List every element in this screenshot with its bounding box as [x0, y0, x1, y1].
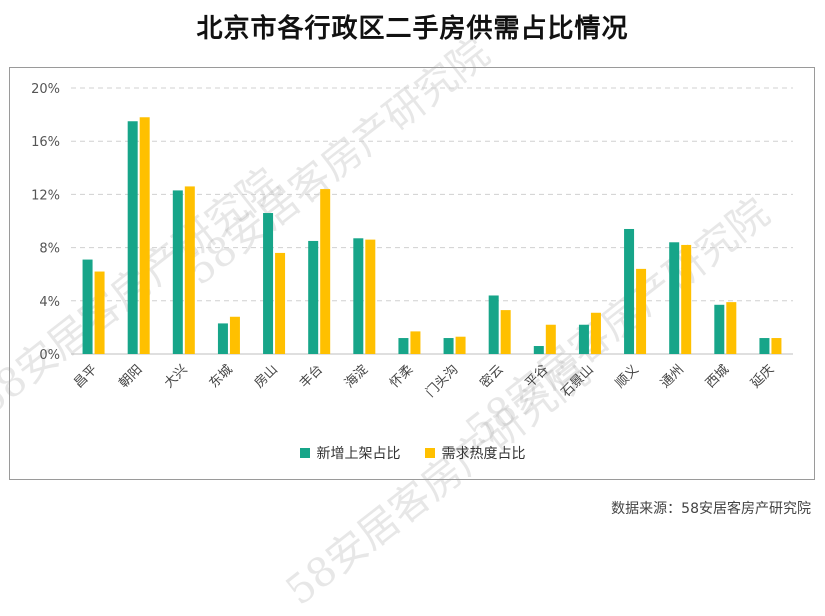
y-tick-label: 20% [31, 82, 60, 97]
x-tick-label: 丰台 [297, 362, 326, 391]
legend-label-demand: 需求热度占比 [441, 446, 526, 462]
y-tick-label: 8% [39, 242, 60, 257]
bar-demand [410, 331, 421, 354]
bar-supply [533, 346, 544, 354]
x-tick-label: 西城 [703, 362, 732, 391]
x-tick-label: 密云 [477, 362, 507, 392]
bar-supply [263, 213, 274, 354]
y-tick-label: 12% [31, 188, 60, 203]
x-tick-label: 朝阳 [117, 362, 146, 391]
bar-demand [636, 268, 647, 354]
x-tick-label: 延庆 [748, 362, 777, 391]
bar-supply [217, 323, 228, 354]
bar-demand [275, 252, 286, 354]
x-tick-label: 门头沟 [423, 362, 461, 400]
x-tick-label: 海淀 [342, 362, 371, 391]
x-tick-label: 平谷 [523, 362, 552, 391]
bar-demand [365, 239, 376, 354]
bar-demand [726, 302, 737, 354]
source-note: 数据来源：58安居客房产研究院 [611, 501, 811, 517]
chart-title: 北京市各行政区二手房供需占比情况 [196, 14, 629, 44]
bar-supply [443, 338, 454, 354]
bar-supply [82, 259, 93, 354]
bar-demand [455, 336, 466, 354]
bar-supply [759, 338, 770, 354]
x-tick-label: 石景山 [559, 362, 597, 400]
bar-demand [681, 244, 692, 354]
legend-item-supply: 新增上架占比 [299, 443, 401, 463]
bar-supply [624, 228, 635, 354]
legend-label-supply: 新增上架占比 [316, 446, 401, 462]
x-tick-label: 顺义 [613, 362, 642, 391]
bar-demand [94, 271, 105, 354]
y-tick-label: 0% [39, 348, 60, 363]
legend-item-demand: 需求热度占比 [424, 443, 526, 463]
bar-supply [353, 238, 364, 354]
y-tick-label: 16% [31, 135, 60, 150]
bar-demand [229, 316, 240, 354]
x-tick-label: 怀柔 [387, 362, 416, 391]
legend: 新增上架占比 需求热度占比 [0, 443, 825, 463]
chart-frame [9, 67, 815, 480]
y-tick-label: 4% [39, 295, 60, 310]
bar-demand [545, 324, 556, 354]
legend-swatch-supply [299, 448, 310, 458]
bar-supply [488, 295, 499, 354]
bar-demand [139, 117, 150, 354]
bar-demand [320, 189, 331, 354]
bar-demand [500, 310, 511, 354]
x-tick-label: 房山 [251, 362, 281, 392]
bar-supply [127, 121, 138, 354]
bar-supply [714, 304, 725, 354]
x-tick-label: 通州 [658, 362, 687, 391]
bar-supply [669, 242, 680, 354]
bar-supply [578, 324, 589, 354]
bar-demand [184, 186, 195, 354]
x-tick-label: 大兴 [162, 362, 191, 391]
x-tick-label: 昌平 [71, 362, 100, 391]
legend-swatch-demand [424, 448, 435, 458]
bar-supply [308, 240, 319, 354]
x-tick-label: 东城 [207, 362, 236, 391]
bar-demand [590, 312, 601, 354]
bar-demand [771, 338, 782, 354]
bar-supply [172, 190, 183, 354]
bar-supply [398, 338, 409, 354]
bar-chart: 0% 4% 8% 12% 16% 20% 昌平 朝阳 大兴 东城 房山 丰台 海淀 怀柔 门头沟 密云 平谷 石景… [31, 82, 793, 400]
